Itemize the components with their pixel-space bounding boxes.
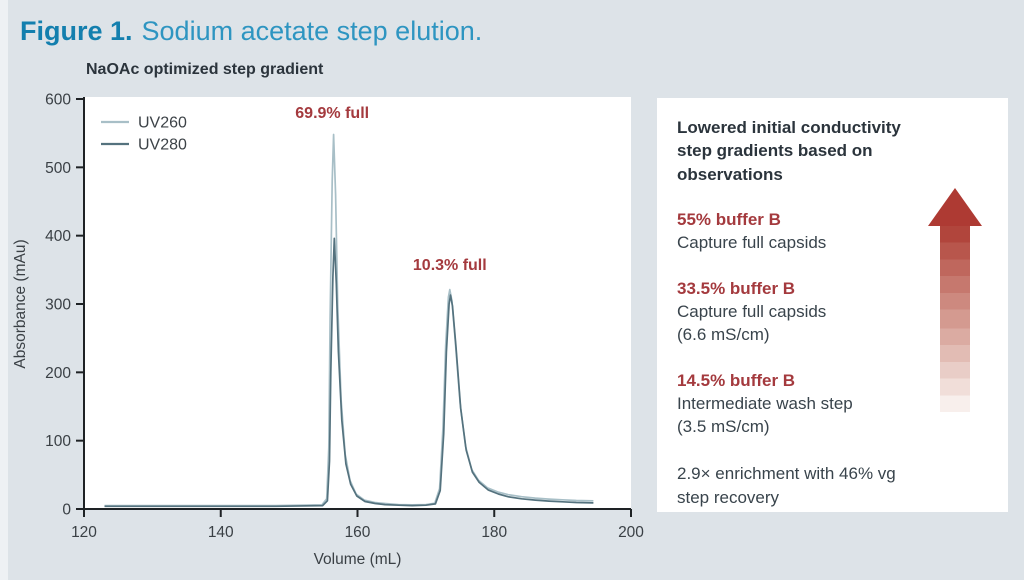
panel-heading-line: step gradients based on observations xyxy=(677,141,873,184)
x-tick-label: 140 xyxy=(208,524,234,541)
enrichment-summary: 2.9× enrichment with 46% vg step recover… xyxy=(677,462,947,510)
step-description: Intermediate wash step xyxy=(677,393,853,413)
plot-area xyxy=(84,97,631,509)
step-33-buffer-b: 33.5% buffer B Capture full capsids (6.6… xyxy=(677,278,927,347)
arrow-shaft xyxy=(940,226,970,412)
step-55-buffer-b: 55% buffer B Capture full capsids xyxy=(677,209,927,255)
step-label: 33.5% buffer B xyxy=(677,279,796,299)
step-conductivity: (6.6 mS/cm) xyxy=(677,325,770,345)
y-tick-label: 500 xyxy=(45,160,71,177)
step-description: Capture full capsids xyxy=(677,233,827,253)
x-tick-label: 180 xyxy=(481,524,507,541)
x-tick-label: 120 xyxy=(71,524,97,541)
figure-caption: Sodium acetate step elution. xyxy=(141,16,483,46)
figure-title: Figure 1. Sodium acetate step elution. xyxy=(20,16,482,47)
x-axis-label: Volume (mL) xyxy=(314,551,402,568)
y-axis-label: Absorbance (mAu) xyxy=(12,239,29,368)
y-tick-label: 300 xyxy=(45,297,71,314)
y-tick-label: 400 xyxy=(45,228,71,245)
arrow-head-icon xyxy=(928,188,982,226)
summary-line: 2.9× enrichment with 46% vg xyxy=(677,463,896,483)
chart-title: NaOAc optimized step gradient xyxy=(86,61,324,78)
x-tick-label: 200 xyxy=(618,524,644,541)
y-tick-label: 600 xyxy=(45,92,71,109)
legend-label-UV280: UV280 xyxy=(138,137,187,154)
step-label: 55% buffer B xyxy=(677,210,781,230)
step-label: 14.5% buffer B xyxy=(677,371,796,391)
peak-annotation: 10.3% full xyxy=(413,257,487,274)
left-edge-strip xyxy=(0,0,8,580)
y-tick-label: 100 xyxy=(45,433,71,450)
panel-heading-line: Lowered initial conductivity xyxy=(677,118,901,137)
peak-annotation: 69.9% full xyxy=(295,105,369,122)
step-conductivity: (3.5 mS/cm) xyxy=(677,416,770,436)
y-tick-label: 200 xyxy=(45,365,71,382)
y-tick-label: 0 xyxy=(62,502,71,519)
legend-label-UV260: UV260 xyxy=(138,115,187,132)
step-14-buffer-b: 14.5% buffer B Intermediate wash step (3… xyxy=(677,370,927,439)
x-tick-label: 160 xyxy=(345,524,371,541)
panel-heading: Lowered initial conductivity step gradie… xyxy=(677,116,967,186)
gradient-up-arrow xyxy=(928,188,982,412)
series-UV280 xyxy=(104,237,594,508)
figure-number: Figure 1. xyxy=(20,16,133,46)
step-description: Capture full capsids xyxy=(677,302,827,322)
summary-line: step recovery xyxy=(677,487,780,507)
observations-panel: Lowered initial conductivity step gradie… xyxy=(657,98,1008,512)
